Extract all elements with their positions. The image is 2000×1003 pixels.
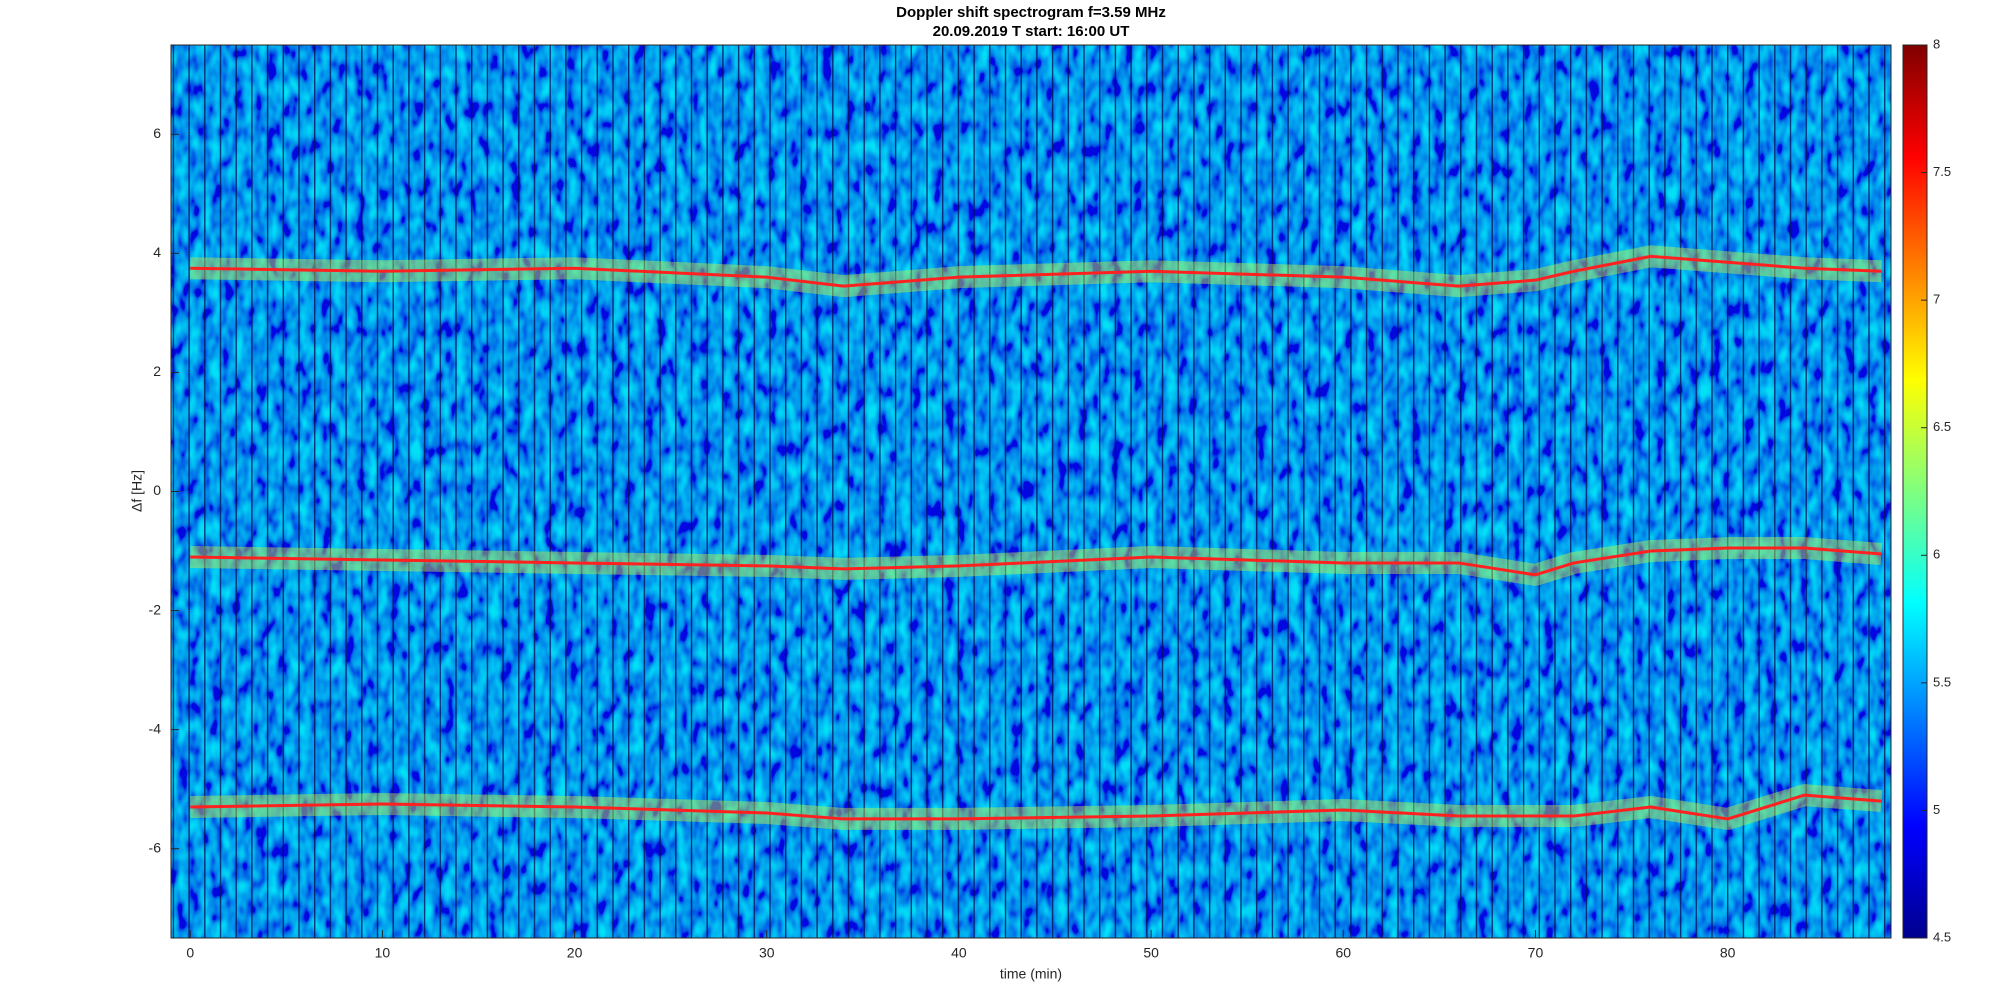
- y-tick-label: 4: [153, 244, 161, 260]
- x-tick-label: 80: [1720, 945, 1736, 961]
- colorbar-tick-label: 6: [1933, 547, 1940, 562]
- x-tick-label: 50: [1143, 945, 1159, 961]
- x-tick-label: 30: [759, 945, 775, 961]
- colorbar-tick-label: 4.5: [1933, 929, 1951, 944]
- column-lines: [171, 45, 1891, 938]
- colorbar-tick-label: 7: [1933, 292, 1940, 307]
- x-tick-label: 10: [375, 945, 391, 961]
- colorbar-tick-label: 5: [1933, 802, 1940, 817]
- y-tick-label: 6: [153, 125, 161, 141]
- trace: [190, 546, 1882, 577]
- chart-title: Doppler shift spectrogram f=3.59 MHz: [896, 4, 1166, 21]
- chart-subtitle: 20.09.2019 T start: 16:00 UT: [933, 23, 1130, 40]
- colorbar-tick-label: 8: [1933, 36, 1940, 51]
- y-tick-label: -4: [149, 720, 162, 736]
- colorbar-tick-label: 7.5: [1933, 164, 1951, 179]
- y-tick-label: -2: [149, 601, 162, 617]
- trace: [190, 793, 1882, 821]
- colorbar: [1902, 44, 1928, 939]
- y-tick-label: 2: [153, 363, 161, 379]
- traces: [190, 245, 1883, 830]
- x-tick-label: 40: [951, 945, 967, 961]
- x-axis-label: time (min): [1000, 966, 1062, 982]
- x-tick-label: 20: [567, 945, 583, 961]
- x-tick-label: 60: [1336, 945, 1352, 961]
- x-tick-label: 0: [186, 945, 194, 961]
- trace: [190, 254, 1882, 288]
- y-axis-label: Δf [Hz]: [129, 470, 145, 512]
- colorbar-tick-label: 5.5: [1933, 674, 1951, 689]
- x-tick-label: 70: [1528, 945, 1544, 961]
- colorbar-tick-label: 6.5: [1933, 419, 1951, 434]
- y-tick-label: 0: [153, 482, 161, 498]
- y-tick-label: -6: [149, 839, 162, 855]
